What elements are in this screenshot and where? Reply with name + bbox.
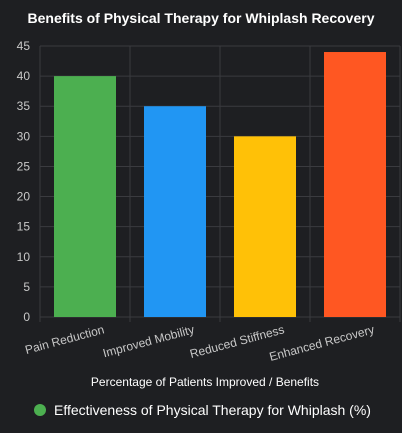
x-tick-label: Pain Reduction — [24, 322, 106, 357]
bars — [54, 52, 386, 318]
y-tick-label: 25 — [17, 159, 31, 173]
x-tick-label: Enhanced Recovery — [268, 322, 376, 363]
legend-swatch — [34, 404, 46, 416]
y-tick-label: 15 — [17, 220, 31, 234]
bar[interactable] — [54, 76, 116, 317]
y-axis-ticks: 0 5 10 15 20 25 30 35 40 45 — [17, 39, 31, 324]
y-tick-label: 20 — [17, 190, 31, 204]
y-tick-label: 35 — [17, 99, 31, 113]
y-tick-label: 45 — [17, 39, 31, 53]
x-tick-label: Improved Mobility — [101, 322, 195, 360]
bar[interactable] — [324, 52, 386, 318]
y-tick-label: 10 — [17, 250, 31, 264]
chart-title: Benefits of Physical Therapy for Whiplas… — [28, 10, 375, 26]
y-tick-label: 5 — [23, 280, 30, 294]
y-tick-label: 30 — [17, 129, 31, 143]
y-tick-label: 40 — [17, 69, 31, 83]
bar[interactable] — [144, 106, 206, 317]
y-tick-label: 0 — [23, 310, 30, 324]
legend[interactable]: Effectiveness of Physical Therapy for Wh… — [34, 402, 371, 418]
bar[interactable] — [234, 136, 296, 317]
legend-label: Effectiveness of Physical Therapy for Wh… — [54, 402, 371, 418]
x-axis-label: Percentage of Patients Improved / Benefi… — [91, 375, 319, 389]
